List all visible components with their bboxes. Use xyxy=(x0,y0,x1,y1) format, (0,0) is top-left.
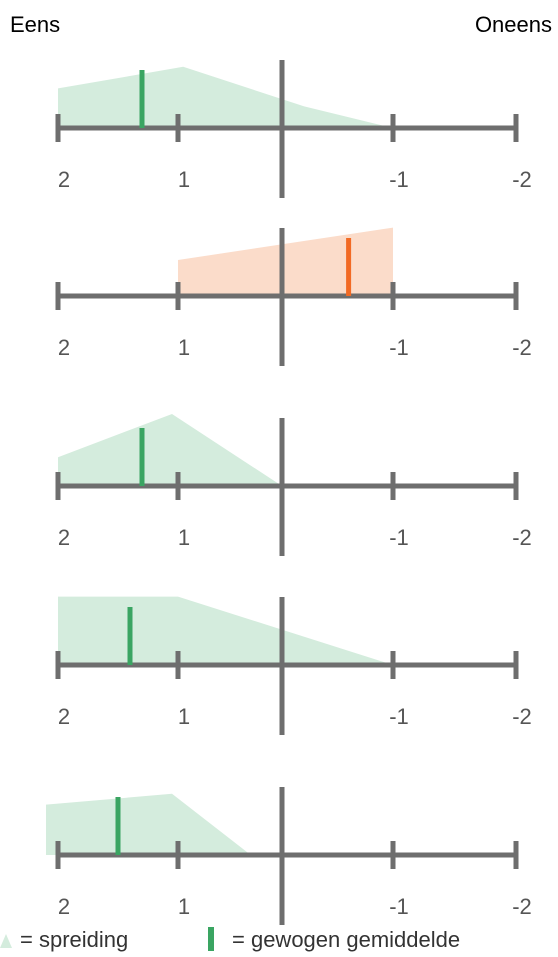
tick-label-3-4: -2 xyxy=(512,525,532,550)
tick-label-3-1: 2 xyxy=(58,525,70,550)
spread-area-4 xyxy=(58,596,393,665)
tick-label-3-2: 1 xyxy=(178,525,190,550)
legend-spread: = spreiding xyxy=(0,927,128,953)
legend-spread-swatch xyxy=(0,934,12,948)
tick-label-5-1: 2 xyxy=(58,894,70,919)
legend-mean-label: = gewogen gemiddelde xyxy=(232,927,461,952)
tick-label-4-2: 1 xyxy=(178,704,190,729)
spread-area-2 xyxy=(178,227,393,296)
tick-label-1-2: 1 xyxy=(178,167,190,192)
agree-label: Eens xyxy=(10,12,61,37)
tick-label-5-4: -2 xyxy=(512,894,532,919)
tick-label-4-1: 2 xyxy=(58,704,70,729)
tick-label-1-1: 2 xyxy=(58,167,70,192)
tick-label-4-4: -2 xyxy=(512,704,532,729)
spread-area-1 xyxy=(58,66,393,128)
tick-label-1-4: -2 xyxy=(512,167,532,192)
tick-label-4-3: -1 xyxy=(389,704,409,729)
legend-spread-label: = spreiding xyxy=(20,927,129,952)
legend-mean: = gewogen gemiddelde xyxy=(208,927,460,953)
tick-label-5-2: 1 xyxy=(178,894,190,919)
tick-label-2-1: 2 xyxy=(58,335,70,360)
tick-label-3-3: -1 xyxy=(389,525,409,550)
tick-label-2-2: 1 xyxy=(178,335,190,360)
tick-label-1-3: -1 xyxy=(389,167,409,192)
tick-label-2-4: -2 xyxy=(512,335,532,360)
tick-label-2-3: -1 xyxy=(389,335,409,360)
legend-mean-swatch xyxy=(208,927,214,951)
spread-area-5 xyxy=(46,793,251,855)
spread-area-3 xyxy=(58,414,282,486)
tick-label-5-3: -1 xyxy=(389,894,409,919)
disagree-label: Oneens xyxy=(474,12,552,37)
